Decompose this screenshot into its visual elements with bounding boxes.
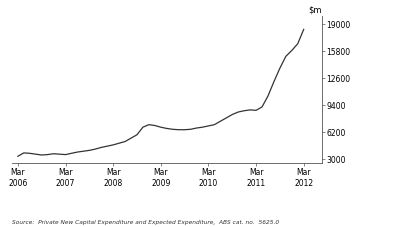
Text: Source:  Private New Capital Expenditure and Expected Expenditure,  ABS cat. no.: Source: Private New Capital Expenditure … bbox=[12, 220, 279, 225]
Text: $m: $m bbox=[308, 5, 322, 14]
